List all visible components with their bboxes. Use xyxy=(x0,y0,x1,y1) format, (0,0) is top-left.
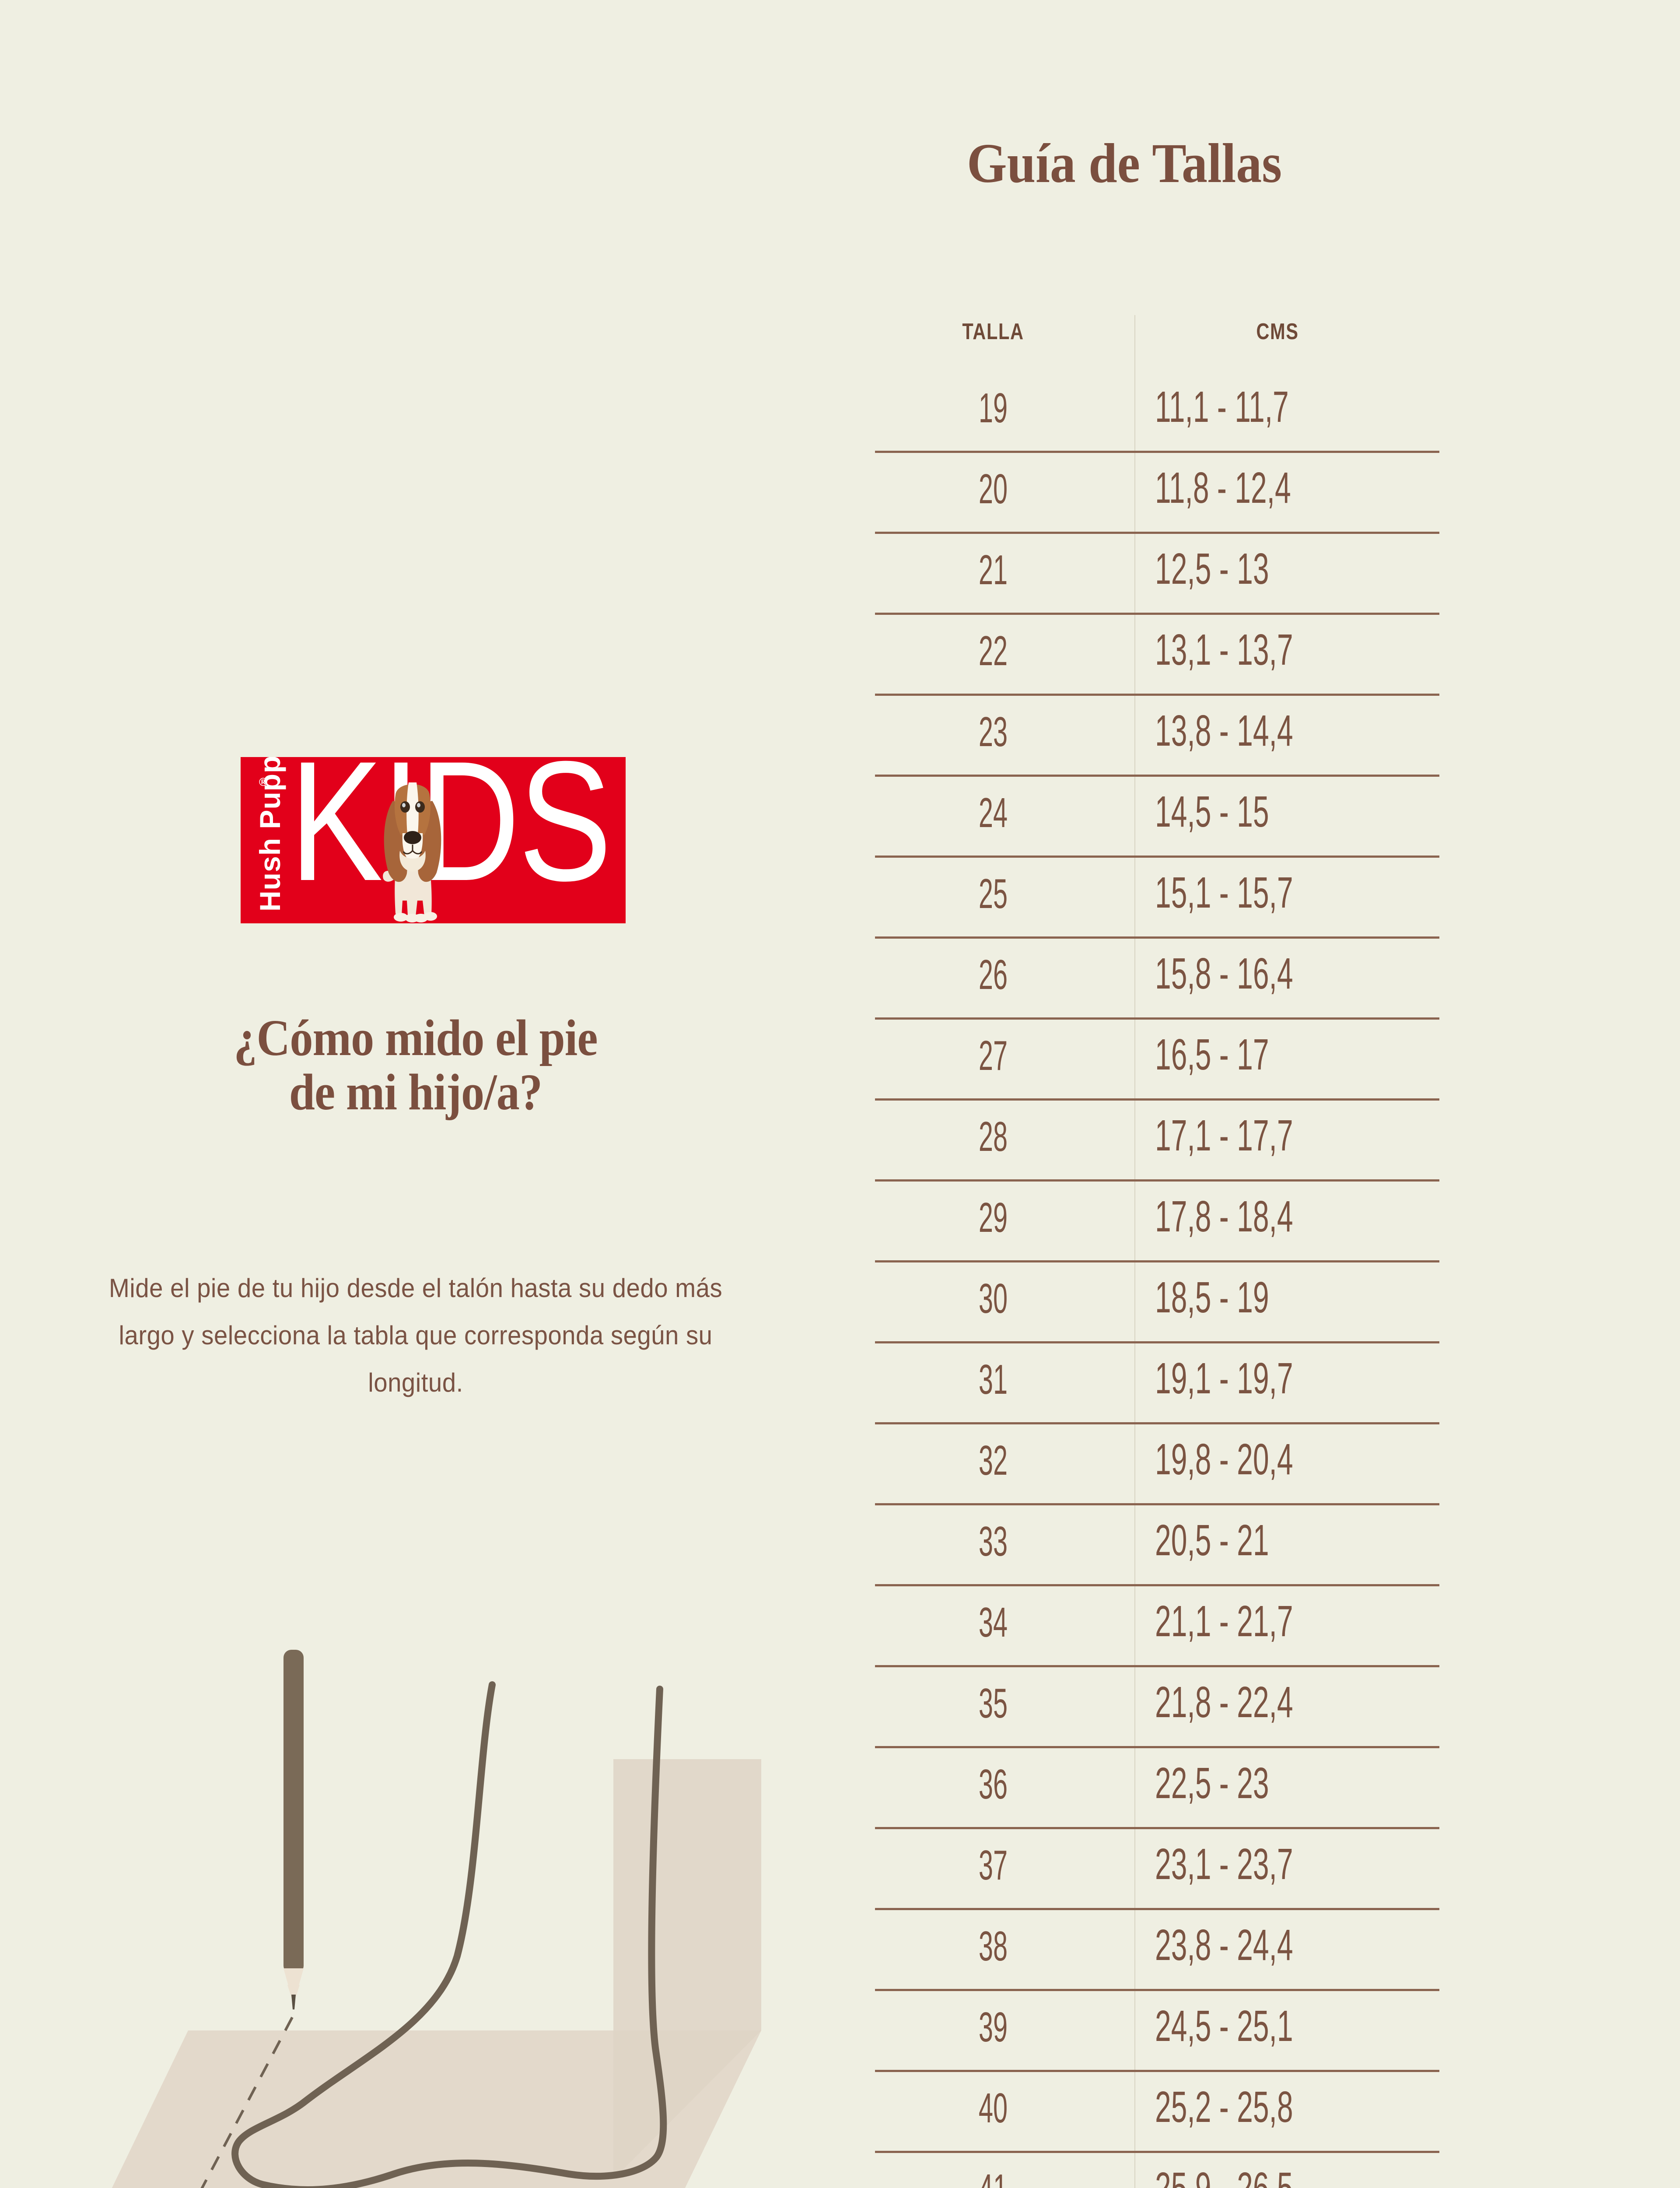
table-row: 25 15,1 - 15,7 xyxy=(875,858,1439,939)
cell-talla: 20 xyxy=(978,466,1008,512)
cell-talla: 41 xyxy=(944,2165,1042,2188)
table-row: 28 17,1 - 17,7 xyxy=(875,1101,1439,1182)
column-header-talla: TALLA xyxy=(962,319,1024,344)
cell-talla: 34 xyxy=(978,1599,1008,1646)
table-row: 23 13,8 - 14,4 xyxy=(875,696,1439,777)
table-row: 40 25,2 - 25,8 xyxy=(875,2072,1439,2153)
cell-talla: 21 xyxy=(978,547,1008,593)
how-to-measure-heading: ¿Cómo mido el pie de mi hijo/a? xyxy=(42,1011,790,1119)
cell-cms: 15,1 - 15,7 xyxy=(1155,868,1293,917)
table-row: 30 18,5 - 19 xyxy=(875,1262,1439,1343)
table-row: 32 19,8 - 20,4 xyxy=(875,1424,1439,1505)
cell-talla: 40 xyxy=(978,2085,1008,2132)
table-row: 35 21,8 - 22,4 xyxy=(875,1667,1439,1748)
cell-cms: 13,8 - 14,4 xyxy=(1155,706,1293,755)
cell-talla: 32 xyxy=(978,1437,1008,1484)
heading-line-2: de mi hijo/a? xyxy=(289,1063,542,1121)
cell-cms: 25,2 - 25,8 xyxy=(1155,2083,1293,2132)
column-header-cms: CMS xyxy=(1256,319,1299,344)
table-row: 33 20,5 - 21 xyxy=(875,1505,1439,1586)
size-table: TALLA CMS 19 11,1 - 11,7 20 11,8 - 12,4 21 12… xyxy=(875,306,1439,2188)
cell-talla: 22 xyxy=(978,628,1008,674)
cell-talla: 28 xyxy=(978,1113,1008,1160)
cell-talla: 39 xyxy=(978,2004,1008,2051)
cell-talla: 29 xyxy=(978,1194,1008,1241)
foot-outline xyxy=(231,1681,667,2188)
cell-cms: 12,5 - 13 xyxy=(1155,544,1269,593)
cell-cms: 23,1 - 23,7 xyxy=(1155,1840,1293,1889)
cell-cms: 16,5 - 17 xyxy=(1155,1030,1269,1079)
cell-cms: 19,1 - 19,7 xyxy=(1155,1354,1293,1403)
cell-talla: 23 xyxy=(978,708,1008,755)
cell-talla: 27 xyxy=(978,1032,1008,1079)
logo-wordmark: KIDS xyxy=(290,757,612,916)
cell-cms: 21,1 - 21,7 xyxy=(1155,1597,1293,1646)
table-row: 37 23,1 - 23,7 xyxy=(875,1829,1439,1910)
floor-plane xyxy=(112,2030,761,2188)
cell-cms: 24,5 - 25,1 xyxy=(1155,2002,1293,2051)
logo-brand-text: Hush Puppies xyxy=(254,757,286,912)
cell-cms: 22,5 - 23 xyxy=(1155,1759,1269,1808)
foot-measurement-illustration xyxy=(112,1650,761,2188)
page-title: Guía de Tallas xyxy=(967,132,1282,194)
cell-cms: 19,8 - 20,4 xyxy=(1155,1435,1293,1484)
cell-cms: 11,1 - 11,7 xyxy=(1155,382,1289,431)
table-row: 38 23,8 - 24,4 xyxy=(875,1910,1439,1991)
table-row: 24 14,5 - 15 xyxy=(875,777,1439,858)
table-row: 19 11,1 - 11,7 xyxy=(875,372,1439,453)
table-header-row: TALLA CMS xyxy=(875,306,1439,372)
cell-cms: 20,5 - 21 xyxy=(1155,1516,1269,1565)
table-row: 39 24,5 - 25,1 xyxy=(875,1991,1439,2072)
cell-cms: 17,8 - 18,4 xyxy=(1155,1192,1293,1241)
table-row: 31 19,1 - 19,7 xyxy=(875,1343,1439,1424)
table-body: 19 11,1 - 11,7 20 11,8 - 12,4 21 12,5 - 13 22 1… xyxy=(875,372,1439,2188)
table-row: 22 13,1 - 13,7 xyxy=(875,615,1439,696)
table-row: 34 21,1 - 21,7 xyxy=(875,1586,1439,1667)
cell-talla: 30 xyxy=(978,1275,1008,1322)
cell-cms: 13,1 - 13,7 xyxy=(1155,625,1293,674)
cell-cms: 14,5 - 15 xyxy=(1155,787,1269,836)
cell-talla: 24 xyxy=(978,789,1008,836)
cell-cms: 18,5 - 19 xyxy=(1155,1273,1269,1322)
cell-cms: 23,8 - 24,4 xyxy=(1155,1921,1293,1970)
cell-talla: 26 xyxy=(978,951,1008,998)
table-row: 41 25,9 - 26,5 xyxy=(875,2153,1439,2188)
cell-talla: 33 xyxy=(978,1518,1008,1565)
cell-cms: 17,1 - 17,7 xyxy=(1155,1111,1293,1160)
cell-cms: 15,8 - 16,4 xyxy=(1155,949,1293,998)
cell-talla: 35 xyxy=(978,1680,1008,1727)
measurement-instructions-text: Mide el pie de tu hijo desde el talón ha… xyxy=(108,1273,723,1397)
table-row: 27 16,5 - 17 xyxy=(875,1020,1439,1101)
cell-talla: 38 xyxy=(978,1923,1008,1970)
cell-talla: 36 xyxy=(978,1761,1008,1808)
table-row: 36 22,5 - 23 xyxy=(875,1748,1439,1829)
pencil-icon xyxy=(284,1650,304,2009)
table-row: 29 17,8 - 18,4 xyxy=(875,1182,1439,1262)
heading-line-1: ¿Cómo mido el pie xyxy=(234,1009,598,1066)
cell-cms: 11,8 - 12,4 xyxy=(1155,463,1291,512)
hush-puppies-kids-logo: KIDS Hush Puppies ® xyxy=(241,757,626,923)
cell-talla: 31 xyxy=(978,1356,1008,1403)
cell-cms: 21,8 - 22,4 xyxy=(1155,1678,1293,1727)
table-row: 26 15,8 - 16,4 xyxy=(875,939,1439,1020)
table-column-divider xyxy=(1134,315,1135,2188)
registered-trademark-icon: ® xyxy=(259,775,268,789)
cell-talla: 37 xyxy=(978,1842,1008,1889)
table-row: 20 11,8 - 12,4 xyxy=(875,453,1439,534)
cell-talla: 19 xyxy=(978,385,1008,431)
table-row: 21 12,5 - 13 xyxy=(875,534,1439,615)
cell-cms: 25,9 - 26,5 xyxy=(1155,2163,1293,2188)
basset-hound-icon xyxy=(383,782,441,922)
cell-talla: 25 xyxy=(978,870,1008,917)
left-column: KIDS Hush Puppies ® xyxy=(0,0,831,2188)
